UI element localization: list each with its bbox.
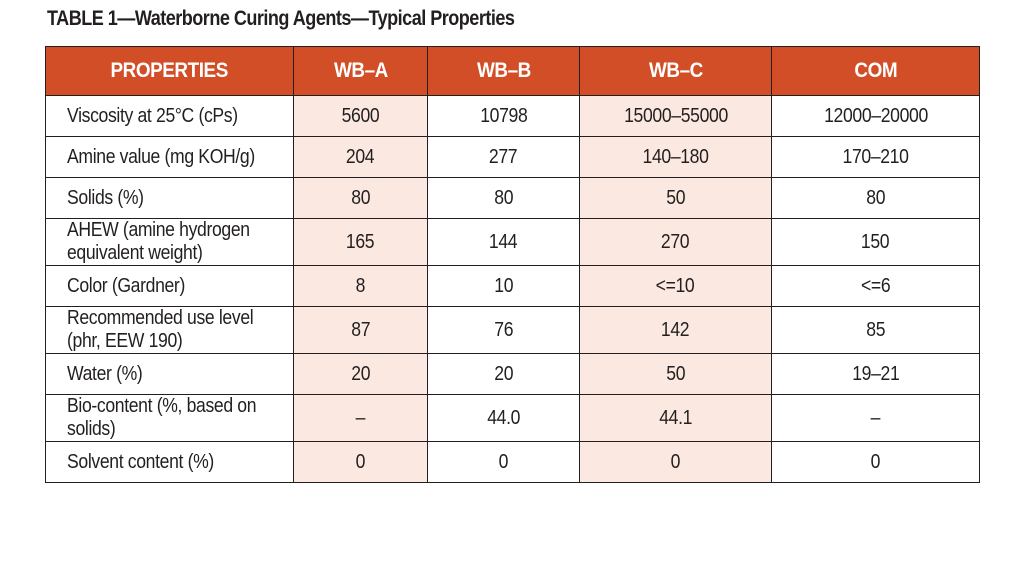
value-wb-c: 270 [579,218,772,266]
value-wb-b: 144 [427,218,580,266]
property-label: Water (%) [45,353,294,395]
value-wb-b: 0 [427,441,580,483]
value-com: 19–21 [771,353,980,395]
value-wb-b: 277 [427,136,580,178]
table-row: Solids (%) 80 80 50 80 [45,177,980,219]
table-row: Water (%) 20 20 50 19–21 [45,353,980,395]
value-wb-a: 20 [293,353,428,395]
value-wb-a: 5600 [293,95,428,137]
value-com: 150 [771,218,980,266]
table-row: AHEW (amine hydrogen equivalent weight) … [45,218,980,266]
header-wb-c: WB–C [579,46,772,96]
value-com: <=6 [771,265,980,307]
value-wb-a: 80 [293,177,428,219]
header-com: COM [771,46,980,96]
value-com: 12000–20000 [771,95,980,137]
table-header-row: PROPERTIES WB–A WB–B WB–C COM [45,46,980,96]
table-row: Amine value (mg KOH/g) 204 277 140–180 1… [45,136,980,178]
property-label: Solids (%) [45,177,294,219]
value-wb-a: 204 [293,136,428,178]
value-wb-a: 165 [293,218,428,266]
property-label: Color (Gardner) [45,265,294,307]
table-row: Solvent content (%) 0 0 0 0 [45,441,980,483]
table-row: Color (Gardner) 8 10 <=10 <=6 [45,265,980,307]
header-wb-a: WB–A [293,46,428,96]
value-wb-b: 10 [427,265,580,307]
property-label: Viscosity at 25°C (cPs) [45,95,294,137]
value-wb-c: 50 [579,353,772,395]
value-wb-c: 50 [579,177,772,219]
value-wb-b: 44.0 [427,394,580,442]
table-row: Viscosity at 25°C (cPs) 5600 10798 15000… [45,95,980,137]
property-label: Amine value (mg KOH/g) [45,136,294,178]
property-label: Bio-content (%, based on solids) [45,394,294,442]
table-title: TABLE 1—Waterborne Curing Agents—Typical… [47,7,515,30]
value-com: – [771,394,980,442]
value-com: 80 [771,177,980,219]
value-wb-a: 0 [293,441,428,483]
table-row: Recommended use level (phr, EEW 190) 87 … [45,306,980,354]
value-wb-a: – [293,394,428,442]
header-properties: PROPERTIES [45,46,294,96]
value-wb-c: 142 [579,306,772,354]
value-wb-c: 140–180 [579,136,772,178]
property-label: Solvent content (%) [45,441,294,483]
table-row: Bio-content (%, based on solids) – 44.0 … [45,394,980,442]
value-wb-c: 0 [579,441,772,483]
header-wb-b: WB–B [427,46,580,96]
value-com: 0 [771,441,980,483]
value-wb-a: 87 [293,306,428,354]
value-wb-b: 20 [427,353,580,395]
value-wb-c: 44.1 [579,394,772,442]
property-label: AHEW (amine hydrogen equivalent weight) [45,218,294,266]
value-com: 85 [771,306,980,354]
value-wb-a: 8 [293,265,428,307]
properties-table: PROPERTIES WB–A WB–B WB–C COM Viscosity … [45,46,980,483]
property-label: Recommended use level (phr, EEW 190) [45,306,294,354]
value-wb-b: 76 [427,306,580,354]
value-wb-c: <=10 [579,265,772,307]
value-wb-b: 10798 [427,95,580,137]
value-wb-b: 80 [427,177,580,219]
value-wb-c: 15000–55000 [579,95,772,137]
value-com: 170–210 [771,136,980,178]
